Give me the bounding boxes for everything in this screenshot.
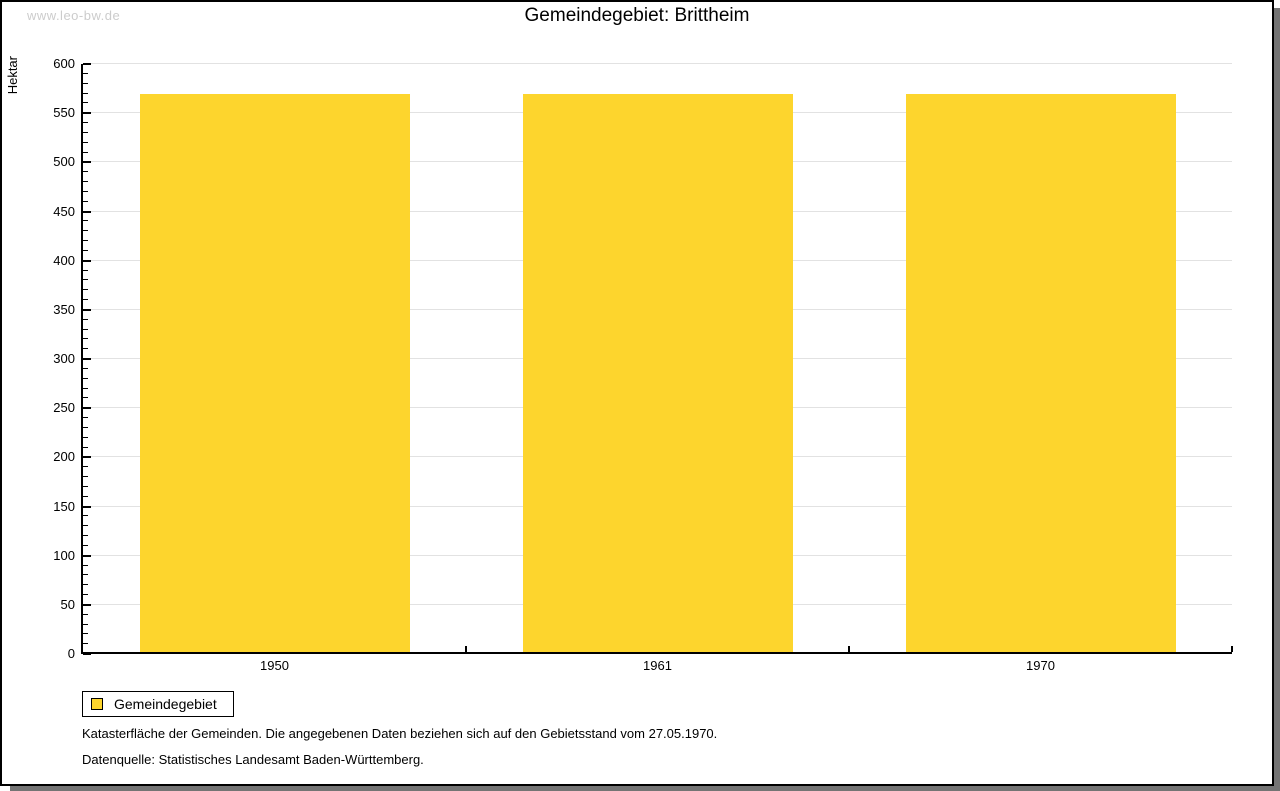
y-axis-tick [83,476,88,477]
y-axis-tick [83,554,91,557]
y-tick-label: 0 [67,646,75,661]
y-axis-tick [83,112,91,115]
y-axis-tick [83,102,88,104]
y-axis-tick [83,171,88,173]
y-axis-tick [83,220,88,222]
y-axis-tick [83,613,88,615]
y-axis-tick [83,122,88,123]
y-axis-tick [83,358,91,360]
y-axis-tick [83,318,88,320]
y-tick-label: 50 [60,596,75,612]
y-axis-tick [83,456,91,459]
y-axis-tick [83,603,91,606]
y-tick-label: 500 [53,154,75,170]
y-axis-tick [83,397,88,399]
y-axis-tick [83,210,91,213]
y-axis-tick [83,594,88,595]
y-axis-tick [83,230,88,232]
legend-swatch-gemeindegebiet [91,698,103,710]
y-axis-tick [83,338,88,340]
bar-1970 [905,94,1176,652]
y-axis-tick [83,643,88,645]
plot-area [81,63,1233,655]
bar-1950 [139,94,410,652]
y-axis-tick [83,328,88,330]
y-axis-tick [83,240,88,241]
y-axis-tick [83,289,88,291]
y-axis-tick [83,564,88,566]
y-tick-label: 550 [53,105,75,121]
y-tick-label: 400 [53,252,75,268]
bar-1961 [522,94,793,652]
gridline [83,63,1232,64]
y-axis-tick [83,623,88,625]
x-axis-tick [848,646,850,652]
y-axis-tick [83,505,91,508]
y-axis-tick [83,367,88,369]
footnote-data-source: Datenquelle: Statistisches Landesamt Bad… [82,752,424,767]
watermark-text: www.leo-bw.de [27,8,121,23]
y-axis-tick [83,161,91,164]
y-axis-tick [83,535,88,536]
y-tick-label: 100 [53,547,75,563]
y-tick-label: 200 [53,449,75,465]
y-tick-label: 350 [53,301,75,317]
chart-title: Gemeindegebiet: Brittheim [524,5,750,26]
y-axis-tick [83,544,88,546]
y-tick-label: 300 [53,351,75,366]
y-axis-tick [83,200,88,202]
footnote-source-note: Katasterfläche der Gemeinden. Die angege… [82,726,718,741]
y-axis-tick [83,633,88,635]
y-axis-tick [83,348,88,350]
y-axis-tick [83,299,88,300]
y-axis-tick [83,259,91,262]
y-axis-tick [83,446,88,448]
y-axis-tick [83,495,88,497]
y-tick-label: 150 [53,498,75,514]
y-axis-tick [83,417,88,418]
y-tick-label: 250 [53,400,75,416]
y-axis-title: Hektar [5,56,20,95]
y-axis-tick [83,436,88,438]
y-axis-tick [83,249,88,251]
y-axis-tick [83,584,88,586]
y-axis-tick [83,131,88,133]
y-tick-label: 600 [53,56,75,71]
y-axis-tick [83,151,88,153]
y-axis-tick [83,574,88,576]
y-axis-tick [83,485,88,487]
y-axis-tick [83,387,88,389]
y-axis-tick [83,525,88,527]
x-category-label: 1961 [643,658,672,673]
y-tick-label: 450 [53,203,75,219]
x-axis-tick [465,646,467,652]
y-axis-tick [83,82,88,84]
y-axis-tick [83,279,88,281]
y-axis-tick [83,181,88,182]
y-axis-tick [83,377,88,379]
y-axis-tick [83,63,91,65]
y-axis-tick [83,308,91,311]
legend-box: Gemeindegebiet [82,691,234,717]
frame-shadow-right [1274,8,1280,791]
y-axis-tick [83,92,88,94]
y-axis-tick [83,141,88,143]
legend-label: Gemeindegebiet [114,696,217,712]
frame-shadow-bottom [10,786,1280,791]
y-axis-tick [83,72,88,74]
y-axis-tick [83,407,91,410]
x-axis-tick [1231,646,1233,652]
y-axis-tick [83,426,88,428]
y-axis-tick [83,466,88,468]
y-axis-tick [83,653,91,655]
x-category-label: 1970 [1026,658,1055,673]
y-axis-tick [83,515,88,517]
y-axis-tick [83,269,88,271]
y-axis-tick [83,190,88,192]
x-category-label: 1950 [260,658,289,673]
